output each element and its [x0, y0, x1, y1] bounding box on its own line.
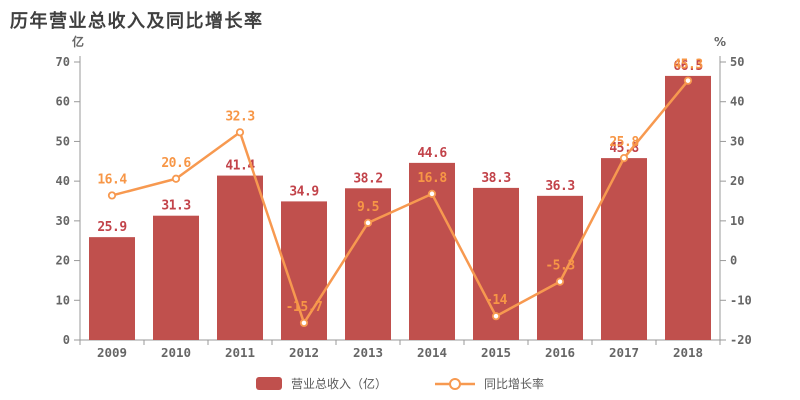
y-axis-right-tick-label: 10	[730, 214, 744, 228]
line-point-2009	[107, 191, 117, 200]
bar-value-label-2009: 25.9	[97, 220, 126, 235]
bar-2012	[281, 201, 327, 340]
x-tick-label-2016: 2016	[545, 345, 575, 360]
line-value-label-2012: -15.7	[286, 300, 323, 315]
line-point-2012	[299, 318, 309, 328]
line-value-label-2015: -14	[485, 293, 508, 308]
bar-2013	[345, 188, 391, 340]
y-axis-left-tick-label: 0	[63, 333, 70, 347]
y-axis-left-tick-label: 50	[56, 134, 70, 148]
y-axis-right-tick-label: 50	[730, 55, 744, 69]
line-point-2016	[555, 277, 565, 286]
line-value-label-2017: 25.8	[609, 135, 639, 150]
y-axis-left-tick-label: 70	[56, 55, 70, 69]
legend-item-revenue[interactable]: 营业总收入（亿）	[255, 375, 387, 392]
x-tick-label-2014: 2014	[417, 345, 447, 360]
bar-value-label-2015: 38.3	[481, 171, 510, 186]
line-point-2011	[235, 128, 245, 137]
right-axis-unit-label: %	[714, 35, 726, 49]
x-tick-label-2012: 2012	[289, 345, 319, 360]
legend: 营业总收入（亿） 同比增长率	[0, 375, 800, 392]
y-axis-left-tick-label: 40	[56, 174, 70, 188]
y-axis-left-tick-label: 30	[56, 214, 70, 228]
line-point-2015	[491, 312, 501, 321]
line-value-label-2010: 20.6	[161, 156, 191, 171]
chart-title: 历年营业总收入及同比增长率	[10, 11, 264, 32]
x-tick-label-2015: 2015	[481, 345, 511, 360]
bar-value-label-2012: 34.9	[289, 184, 318, 199]
line-point-2018	[683, 76, 693, 85]
line-value-label-2009: 16.4	[97, 172, 127, 187]
line-point-2010	[171, 174, 181, 183]
y-axis-right-tick-label: 30	[730, 134, 744, 148]
y-axis-left-tick-label: 60	[56, 95, 70, 109]
legend-item-growth[interactable]: 同比增长率	[435, 375, 544, 392]
bar-value-label-2010: 31.3	[161, 199, 190, 214]
bar-2016	[537, 195, 583, 340]
bar-2018	[665, 75, 711, 341]
bar-value-label-2016: 36.3	[545, 179, 574, 194]
line-value-label-2013: 9.5	[357, 200, 379, 215]
bar-value-label-2014: 44.6	[417, 146, 447, 161]
y-axis-left-tick-label: 10	[56, 293, 70, 307]
line-value-label-2011: 32.3	[225, 109, 254, 124]
bar-2017	[601, 158, 647, 340]
bar-value-label-2017: 45.8	[609, 141, 639, 156]
line-point-2014	[427, 189, 437, 198]
bar-2009	[89, 237, 135, 340]
bar-value-label-2018: 66.5	[673, 59, 702, 74]
bar-series-swatch-icon	[255, 377, 282, 390]
line-point-2017	[619, 154, 629, 163]
x-tick-label-2018: 2018	[673, 345, 703, 360]
x-tick-label-2017: 2017	[609, 345, 639, 360]
bar-2014	[409, 162, 455, 340]
legend-label-revenue: 营业总收入（亿）	[290, 377, 387, 391]
line-series-marker-icon	[435, 377, 475, 390]
line-value-label-2018: 45.3	[673, 58, 702, 73]
y-axis-right-tick-label: 0	[730, 254, 737, 268]
x-tick-label-2011: 2011	[225, 345, 255, 360]
line-point-2013	[363, 218, 373, 227]
bar-2011	[217, 175, 263, 340]
line-value-label-2016: -5.3	[545, 259, 574, 274]
growth-line	[110, 79, 690, 325]
legend-label-growth: 同比增长率	[484, 377, 545, 391]
x-tick-label-2009: 2009	[97, 345, 127, 360]
bar-value-label-2013: 38.2	[353, 171, 382, 186]
left-axis-unit-label: 亿	[72, 34, 84, 49]
bar-value-label-2011: 41.4	[225, 159, 255, 174]
x-tick-label-2013: 2013	[353, 345, 383, 360]
x-tick-label-2010: 2010	[161, 345, 191, 360]
bar-2010	[153, 215, 199, 340]
y-axis-right-tick-label: -10	[730, 293, 752, 307]
y-axis-left-tick-label: 20	[56, 254, 70, 268]
y-axis-right-tick-label: 40	[730, 95, 744, 109]
y-axis-right-tick-label: -20	[730, 333, 752, 347]
line-value-label-2014: 16.8	[417, 171, 447, 186]
y-axis-right-tick-label: 20	[730, 174, 744, 188]
